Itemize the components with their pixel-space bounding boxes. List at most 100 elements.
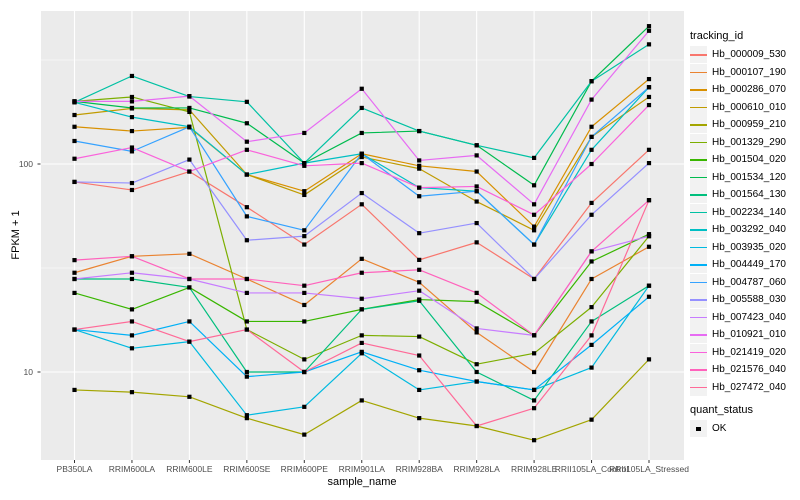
data-point [244,139,249,144]
data-point [474,220,479,226]
data-point [302,189,307,194]
legend-entry: Hb_004787_060 [690,273,800,292]
data-point [129,105,135,111]
data-point [589,97,594,102]
legend-key-line-icon [690,334,707,336]
data-point [417,353,422,358]
legend-entry-label: Hb_007423_040 [712,311,786,323]
data-point [359,398,364,403]
data-point [187,339,192,344]
legend-entry: Hb_001564_130 [690,186,800,204]
data-point [589,147,594,152]
data-point [474,143,479,148]
data-point [474,240,479,245]
data-point [359,190,364,196]
legend-entry-label: Hb_000286_070 [712,84,786,96]
data-point [589,333,594,338]
data-point [72,290,77,296]
legend-entry: Hb_000610_010 [690,98,800,117]
data-point [72,276,77,282]
legend-entry: Hb_007423_040 [690,308,800,327]
data-point [187,124,192,129]
data-point [359,161,364,166]
data-point [474,423,479,429]
data-point [589,79,594,84]
data-point [129,254,135,259]
data-point [589,124,594,129]
legend-key-box [690,203,707,221]
data-point [474,379,479,384]
legend-entry-label: Hb_027472_040 [712,381,786,393]
data-point [129,180,135,186]
legend-key-box [690,116,707,134]
data-point [474,362,479,367]
data-point [187,105,192,111]
legend-key-line-icon [690,369,707,371]
data-point [417,288,422,293]
data-point [417,166,422,171]
legend-key-line-icon [690,229,707,231]
data-point [646,24,652,29]
data-point [359,86,364,91]
data-point [532,212,537,217]
data-point [474,299,479,304]
legend-key-line-icon [690,299,707,301]
legend-key-line-icon [690,54,707,56]
data-point [187,169,192,174]
legend-key-line-icon [690,281,707,284]
data-point [646,283,652,288]
data-point [302,161,307,166]
data-point [244,205,249,210]
data-point [187,276,192,282]
legend-entry: Hb_021576_040 [690,361,800,379]
data-point [244,276,249,282]
data-point [474,326,479,331]
legend-entry: Hb_027472_040 [690,378,800,397]
data-point [646,76,652,82]
legend-entry: Hb_000009_530 [690,46,800,64]
x-tick-label: RRIM928BA [395,464,443,474]
data-point [359,333,364,338]
data-point [244,214,249,219]
legend-entry: Hb_000959_210 [690,116,800,134]
data-point [129,94,135,100]
data-point [474,290,479,296]
data-point [187,109,192,115]
legend-key-line-icon [690,246,707,249]
y-axis-title: FPKM + 1 [10,210,22,260]
data-point [302,234,307,239]
data-point [302,357,307,362]
legend-key-box [690,168,707,186]
data-point [417,387,422,393]
data-point [646,294,652,299]
data-point [244,327,249,332]
legend-key-line-icon [690,71,707,74]
legend-key-box [690,81,707,99]
data-point [359,154,364,160]
data-point [129,319,135,324]
legend-entry-label: Hb_004449_170 [712,259,786,271]
legend-entry-label: Hb_021576_040 [712,364,786,376]
legend-title-quant-status: quant_status [690,404,753,416]
legend-key-box [690,98,707,116]
data-point [129,390,135,395]
data-point [532,276,537,282]
data-point [129,307,135,312]
data-point [129,115,135,120]
data-point [302,404,307,409]
data-point [474,189,479,194]
data-point [589,259,594,264]
x-axis-title: sample_name [327,476,397,488]
data-point [589,200,594,206]
data-point [359,256,364,261]
legend-entry-label: Hb_003292_040 [712,224,786,236]
data-point [417,368,422,373]
legend-key-box [690,326,707,344]
data-point [302,228,307,233]
y-tick-label: 10 [23,367,33,377]
data-point [302,242,307,247]
data-point [72,99,77,104]
x-tick-label: RRIM928LA [453,464,500,474]
data-point [129,149,135,154]
